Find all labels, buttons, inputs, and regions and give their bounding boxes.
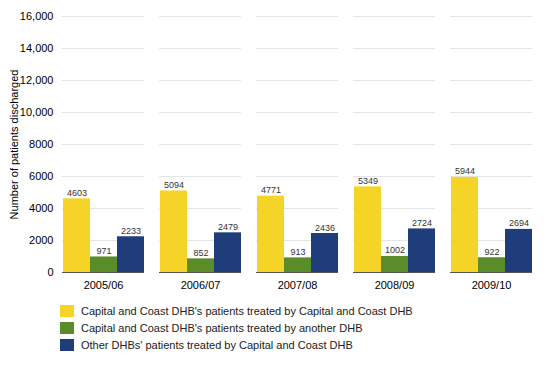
svg-text:2000: 2000 (29, 234, 53, 246)
svg-text:4000: 4000 (29, 202, 53, 214)
html-text:Capital and Coast DHB's patien: Capital and Coast DHB's patients treated… (81, 304, 413, 317)
svg-text:2009/10: 2009/10 (472, 279, 512, 291)
html-text:Capital and Coast DHB's patien: Capital and Coast DHB's patients treated… (81, 321, 363, 334)
svg-text:5094: 5094 (164, 180, 184, 190)
svg-text:10,000: 10,000 (20, 106, 54, 118)
svg-text:0: 0 (47, 266, 53, 278)
svg-text:5349: 5349 (358, 176, 378, 186)
svg-text:2007/08: 2007/08 (278, 279, 318, 291)
svg-text:2006/07: 2006/07 (181, 279, 221, 291)
svg-text:913: 913 (290, 247, 305, 257)
svg-text:1002: 1002 (385, 245, 405, 255)
svg-text:922: 922 (484, 247, 499, 257)
svg-text:6000: 6000 (29, 170, 53, 182)
svg-text:852: 852 (193, 248, 208, 258)
svg-text:4771: 4771 (261, 185, 281, 195)
svg-text:14,000: 14,000 (20, 42, 54, 54)
svg-text:2724: 2724 (412, 218, 432, 228)
svg-text:4603: 4603 (67, 188, 87, 198)
svg-text:8000: 8000 (29, 138, 53, 150)
svg-text:2479: 2479 (218, 222, 238, 232)
svg-text:2005/06: 2005/06 (84, 279, 124, 291)
svg-text:5944: 5944 (455, 166, 475, 176)
svg-text:2008/09: 2008/09 (375, 279, 415, 291)
svg-text:2233: 2233 (121, 226, 141, 236)
svg-text:Number of patients discharged: Number of patients discharged (8, 70, 20, 220)
svg-text:12,000: 12,000 (20, 74, 54, 86)
html-text:Other DHBs' patients treated b: Other DHBs' patients treated by Capital … (81, 338, 353, 351)
svg-text:16,000: 16,000 (20, 10, 54, 22)
svg-text:971: 971 (96, 246, 111, 256)
svg-text:2694: 2694 (509, 218, 529, 228)
svg-text:2436: 2436 (315, 223, 335, 233)
